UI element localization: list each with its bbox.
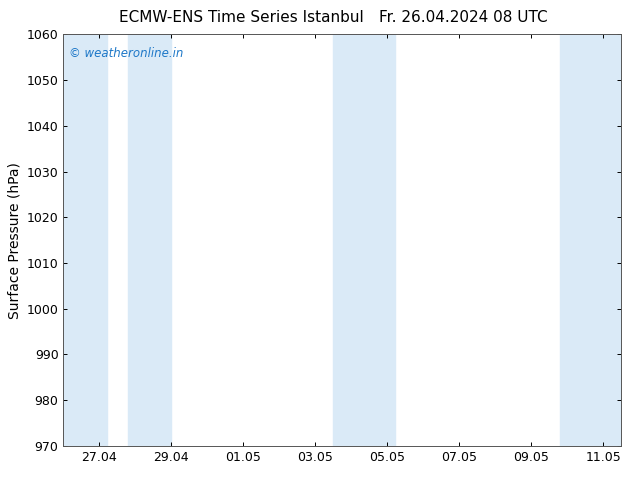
Text: ECMW-ENS Time Series Istanbul: ECMW-ENS Time Series Istanbul xyxy=(119,10,363,25)
Bar xyxy=(560,34,621,446)
Bar xyxy=(333,34,394,446)
Text: Fr. 26.04.2024 08 UTC: Fr. 26.04.2024 08 UTC xyxy=(378,10,547,25)
Y-axis label: Surface Pressure (hPa): Surface Pressure (hPa) xyxy=(7,162,21,318)
Bar xyxy=(63,34,107,446)
Bar xyxy=(128,34,171,446)
Text: © weatheronline.in: © weatheronline.in xyxy=(69,47,183,60)
